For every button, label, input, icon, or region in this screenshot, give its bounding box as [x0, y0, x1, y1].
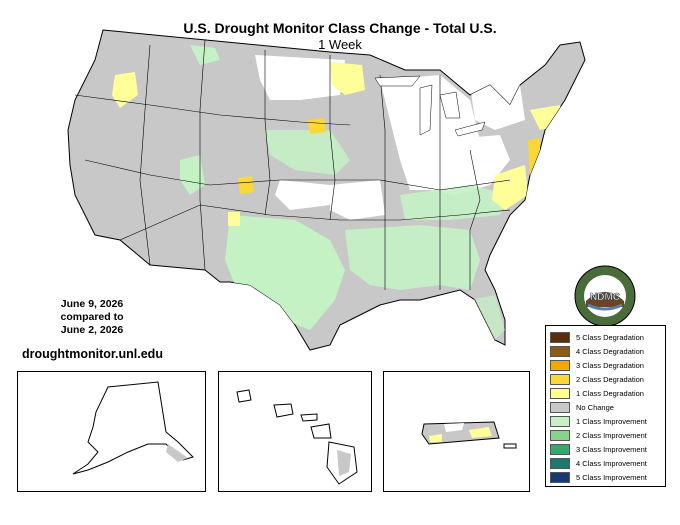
improvement-area-midatlantic: [400, 185, 510, 220]
ndmc-logo: NDMC: [574, 265, 636, 327]
legend-swatch: [550, 402, 570, 413]
legend-label: 1 Class Improvement: [576, 417, 647, 426]
no-drought-area-kansas: [275, 180, 330, 210]
lake-superior: [374, 75, 421, 87]
degradation-area-colorado: [238, 176, 254, 194]
alaska-land: [72, 381, 194, 475]
degradation-area-virginia: [492, 165, 528, 210]
alaska-inset: [17, 371, 206, 492]
no-drought-area-central: [330, 180, 385, 220]
improvement-area-florida: [470, 295, 505, 340]
legend-label: 4 Class Improvement: [576, 459, 647, 468]
improvement-area-texas: [225, 215, 345, 330]
legend-swatch: [550, 332, 570, 343]
legend-swatch: [550, 444, 570, 455]
legend-label: 5 Class Degradation: [576, 333, 644, 342]
improvement-area-montana: [190, 45, 220, 65]
improvement-area-plains: [265, 130, 350, 175]
degradation-area-minnesota: [330, 62, 365, 95]
legend-swatch: [550, 360, 570, 371]
legend-swatch: [550, 430, 570, 441]
vieques-island: [503, 443, 517, 449]
map-subtitle: 1 Week: [318, 37, 362, 52]
legend-label: 5 Class Improvement: [576, 473, 647, 482]
legend-item-3-class-improvement: 3 Class Improvement: [550, 444, 647, 455]
legend-item-2-class-degradation: 2 Class Degradation: [550, 374, 644, 385]
hawaii-no-change: [337, 450, 351, 476]
legend-item-4-class-degradation: 4 Class Degradation: [550, 346, 644, 357]
legend-item-1-class-improvement: 1 Class Improvement: [550, 416, 647, 427]
lake-erie: [454, 121, 486, 137]
puerto-rico-degradation-west: [429, 434, 442, 442]
puerto-rico-degradation: [469, 427, 492, 438]
legend-label: 3 Class Degradation: [576, 361, 644, 370]
legend-label: 1 Class Degradation: [576, 389, 644, 398]
puerto-rico-no-drought: [444, 423, 464, 432]
degradation-area-nebraska: [308, 118, 326, 134]
lake-michigan: [419, 84, 433, 136]
legend-item-5-class-degradation: 5 Class Degradation: [550, 332, 644, 343]
degradation-area-oregon: [112, 72, 138, 108]
logo-text: NDMC: [590, 292, 620, 303]
legend-item-no-change: No Change: [550, 402, 614, 413]
legend-item-2-class-improvement: 2 Class Improvement: [550, 430, 647, 441]
hawaii-inset: [218, 371, 372, 492]
legend-swatch: [550, 388, 570, 399]
legend-label: 3 Class Improvement: [576, 445, 647, 454]
legend-label: 2 Class Improvement: [576, 431, 647, 440]
legend-item-3-class-degradation: 3 Class Degradation: [550, 360, 644, 371]
legend-swatch: [550, 472, 570, 483]
no-drought-area-ohio-valley: [430, 135, 510, 195]
legend-swatch: [550, 458, 570, 469]
current-date: June 9, 2026: [60, 298, 124, 310]
map-title: U.S. Drought Monitor Class Change - Tota…: [183, 20, 497, 36]
degradation-area-newjersey: [528, 138, 540, 178]
legend-item-5-class-improvement: 5 Class Improvement: [550, 472, 647, 483]
state-borders: [74, 39, 511, 290]
legend-swatch: [550, 346, 570, 357]
legend-label: No Change: [576, 403, 614, 412]
legend-item-1-class-degradation: 1 Class Degradation: [550, 388, 644, 399]
legend: 5 Class Degradation 4 Class Degradation …: [545, 325, 666, 487]
hawaii-maui: [310, 423, 332, 439]
compared-to-label: compared to: [60, 311, 124, 323]
legend-swatch: [550, 374, 570, 385]
date-comparison: June 9, 2026 compared to June 2, 2026: [52, 298, 132, 337]
hawaii-oahu: [273, 403, 294, 418]
legend-label: 2 Class Degradation: [576, 375, 644, 384]
legend-swatch: [550, 416, 570, 427]
hawaii-molokai: [300, 413, 318, 422]
improvement-area-south: [345, 225, 480, 290]
hawaii-kauai: [236, 389, 252, 403]
puerto-rico-inset: [383, 371, 530, 492]
previous-date: June 2, 2026: [60, 324, 124, 336]
degradation-area-newmexico: [228, 212, 240, 226]
legend-label: 4 Class Degradation: [576, 347, 644, 356]
no-drought-area-northern-plains: [255, 55, 345, 100]
improvement-area-colorado: [180, 155, 205, 195]
alaska-no-change: [166, 444, 188, 462]
legend-item-4-class-improvement: 4 Class Improvement: [550, 458, 647, 469]
lake-huron: [439, 91, 461, 119]
website-url[interactable]: droughtmonitor.unl.edu: [22, 347, 163, 361]
